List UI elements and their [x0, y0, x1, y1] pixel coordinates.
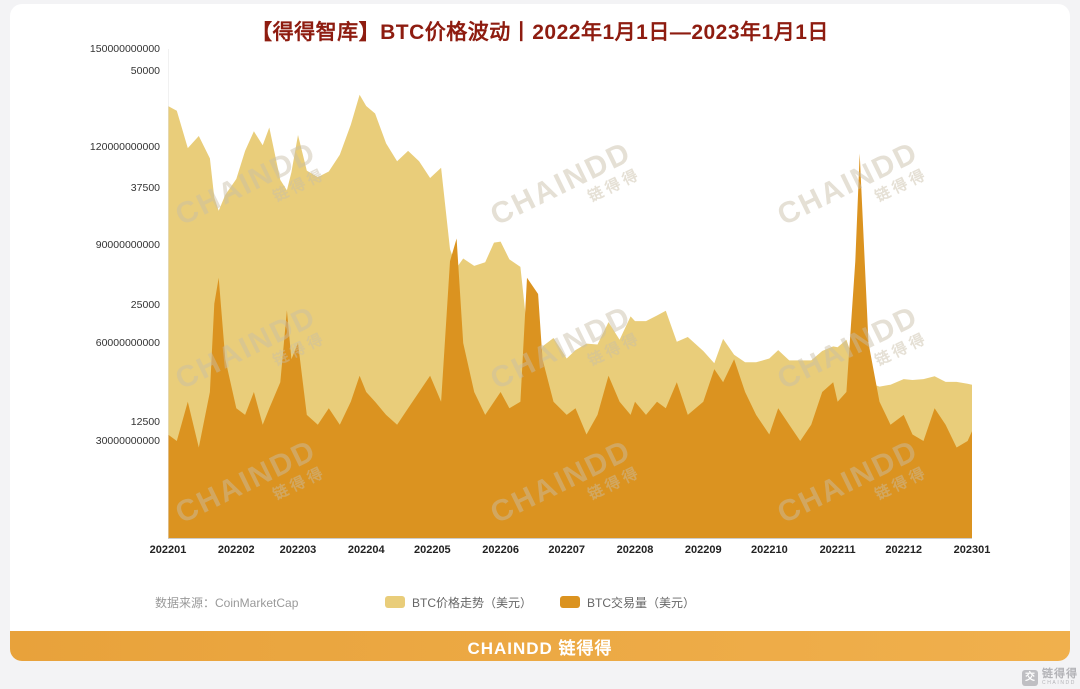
chaindd-icon: 交 — [1022, 670, 1038, 686]
x-tick-label: 202210 — [750, 544, 788, 556]
legend-item-price: BTC价格走势（美元） — [384, 594, 532, 611]
chaindd-corner-logo: 交 链得得 CHAINDD — [1022, 669, 1078, 687]
y-tick-label-volume: 150000000000 — [89, 43, 160, 55]
y-tick-label-volume: 60000000000 — [95, 337, 160, 349]
legend-label-price: BTC价格走势（美元） — [411, 595, 532, 610]
y-tick-label-price: 37500 — [130, 182, 160, 195]
y-tick-label-price: 25000 — [130, 299, 160, 312]
x-tick-label: 202202 — [217, 544, 255, 556]
x-tick-label: 202207 — [548, 544, 586, 556]
y-tick-label-volume: 120000000000 — [89, 141, 160, 153]
x-tick-label: 202203 — [279, 544, 317, 556]
y-tick-label-volume: 90000000000 — [95, 239, 160, 251]
legend-row: 数据来源：CoinMarketCap BTC价格走势（美元） BTC交易量（美元… — [10, 592, 1070, 612]
chart-card: 【得得智库】BTC价格波动丨2022年1月1日—2023年1月1日 300000… — [10, 4, 1070, 661]
footer-brand-bar: CHAINDD 链得得 — [10, 631, 1070, 661]
x-tick-label: 202206 — [482, 544, 519, 556]
x-tick-label: 202211 — [819, 544, 856, 556]
volume-swatch — [560, 596, 580, 608]
x-tick-label: 202205 — [413, 544, 451, 556]
x-tick-label: 202208 — [616, 544, 654, 556]
x-tick-label: 202301 — [953, 544, 991, 556]
chaindd-logo-text: 链得得 CHAINDD — [1042, 668, 1078, 687]
x-tick-label: 202209 — [684, 544, 722, 556]
chart-title: 【得得智库】BTC价格波动丨2022年1月1日—2023年1月1日 — [251, 21, 829, 44]
legend-label-volume: BTC交易量（美元） — [587, 595, 696, 610]
legend: BTC价格走势（美元） BTC交易量（美元） — [10, 592, 1070, 612]
price-swatch — [384, 596, 405, 608]
y-tick-label-price: 50000 — [130, 65, 160, 78]
btc-area-chart — [168, 49, 972, 539]
y-tick-label-price: 12500 — [130, 416, 160, 429]
volume-area-path — [168, 153, 972, 539]
footer-brand-text: CHAINDD 链得得 — [467, 638, 613, 658]
x-tick-label: 202201 — [149, 544, 187, 556]
y-tick-label-volume: 30000000000 — [95, 435, 160, 447]
x-tick-label: 202212 — [885, 544, 923, 556]
legend-item-volume: BTC交易量（美元） — [560, 594, 695, 611]
data-source: 数据来源：CoinMarketCap — [155, 596, 299, 610]
x-tick-label: 202204 — [347, 544, 385, 556]
